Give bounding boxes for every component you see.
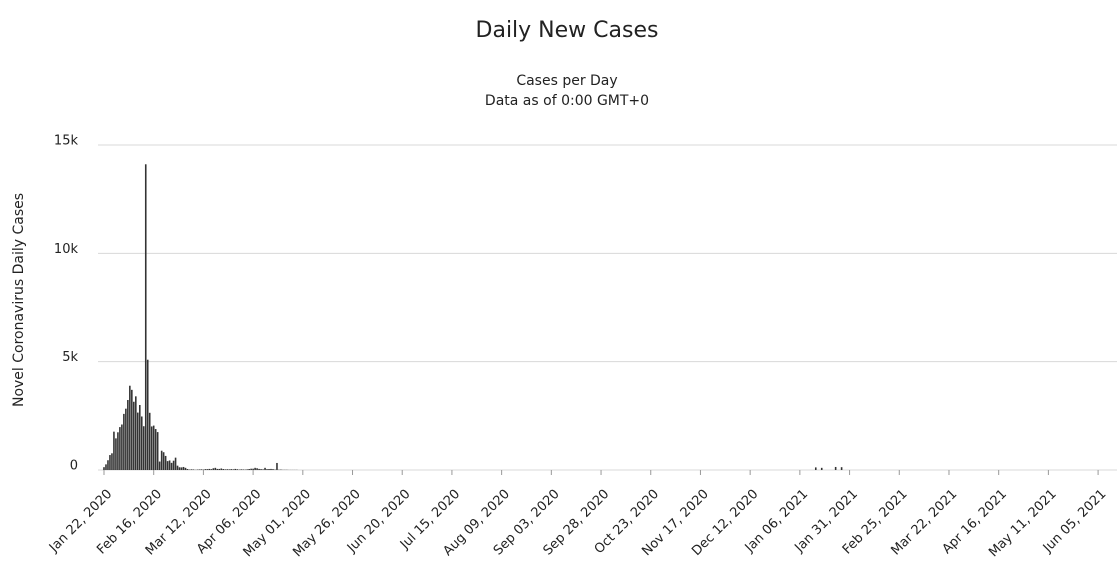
bar [133, 401, 135, 470]
bar [204, 469, 207, 470]
bar [170, 462, 173, 470]
bar [218, 468, 221, 470]
bar [148, 412, 151, 470]
y-tick-label: 10k [54, 242, 79, 257]
bar [214, 467, 217, 470]
y-tick-label: 0 [70, 459, 78, 474]
y-tick-label: 5k [62, 350, 78, 365]
bar [210, 469, 213, 470]
bar [117, 432, 119, 470]
bar [234, 468, 237, 470]
bar [142, 426, 145, 470]
bar [250, 468, 252, 470]
bar [258, 468, 260, 470]
bar [107, 460, 109, 470]
bar [121, 424, 123, 470]
bar [125, 408, 127, 470]
bar [242, 469, 244, 470]
bar [123, 413, 125, 470]
bar [103, 467, 105, 470]
bar [144, 164, 147, 471]
bar [174, 457, 177, 470]
bar [268, 469, 270, 470]
bar [222, 469, 225, 470]
bar [264, 467, 266, 470]
bar [240, 469, 242, 470]
chart-title: Daily New Cases [476, 18, 659, 43]
bar [226, 469, 229, 470]
bar [109, 455, 111, 470]
bar [224, 469, 227, 470]
bar [129, 385, 131, 470]
bar [276, 462, 278, 470]
bar [136, 412, 139, 470]
bar [190, 469, 193, 470]
bar [252, 468, 254, 470]
bar [138, 405, 141, 470]
bar [168, 460, 171, 470]
bar [266, 469, 268, 470]
bar [172, 460, 175, 470]
bar [262, 469, 264, 470]
bar [180, 467, 183, 470]
bar [186, 469, 189, 470]
bar [113, 431, 115, 470]
chart-subtitle: Cases per Day [516, 73, 617, 89]
bar [115, 438, 117, 470]
bar [160, 450, 163, 470]
bar [254, 467, 256, 470]
bar [232, 469, 235, 470]
bar [840, 467, 843, 470]
bar [158, 461, 161, 470]
bar [105, 464, 107, 470]
bar [814, 467, 817, 470]
bar [146, 359, 149, 470]
bar [140, 416, 143, 470]
bar [152, 425, 155, 470]
bar [206, 469, 209, 470]
bar [246, 469, 248, 470]
bar [135, 396, 137, 470]
bar [150, 426, 153, 470]
bar [270, 468, 272, 470]
bar [131, 389, 133, 470]
y-axis-label: Novel Coronavirus Daily Cases [11, 193, 27, 407]
bar [260, 469, 262, 470]
bar [220, 468, 223, 470]
bar [216, 468, 219, 470]
bar [127, 400, 129, 470]
bar [192, 469, 195, 470]
bar [200, 469, 203, 470]
bar [248, 469, 250, 470]
bar [820, 467, 823, 470]
bar [256, 468, 258, 470]
bar [230, 469, 233, 470]
y-tick-label: 15k [54, 134, 79, 149]
bar [154, 429, 157, 470]
chart-subtitle: Data as of 0:00 GMT+0 [485, 93, 649, 109]
bar [111, 453, 113, 470]
bar [208, 468, 211, 470]
bar [164, 455, 167, 470]
bar [236, 469, 238, 470]
bar [228, 469, 231, 470]
bar [198, 469, 201, 470]
bar [162, 452, 165, 470]
bar [272, 469, 274, 470]
bar [178, 467, 181, 470]
bar [212, 468, 215, 470]
bar [119, 427, 121, 470]
bar [156, 432, 159, 470]
bar [834, 466, 837, 470]
bar [176, 465, 179, 470]
bar [166, 461, 169, 470]
bar [184, 467, 187, 470]
bar [182, 466, 185, 470]
